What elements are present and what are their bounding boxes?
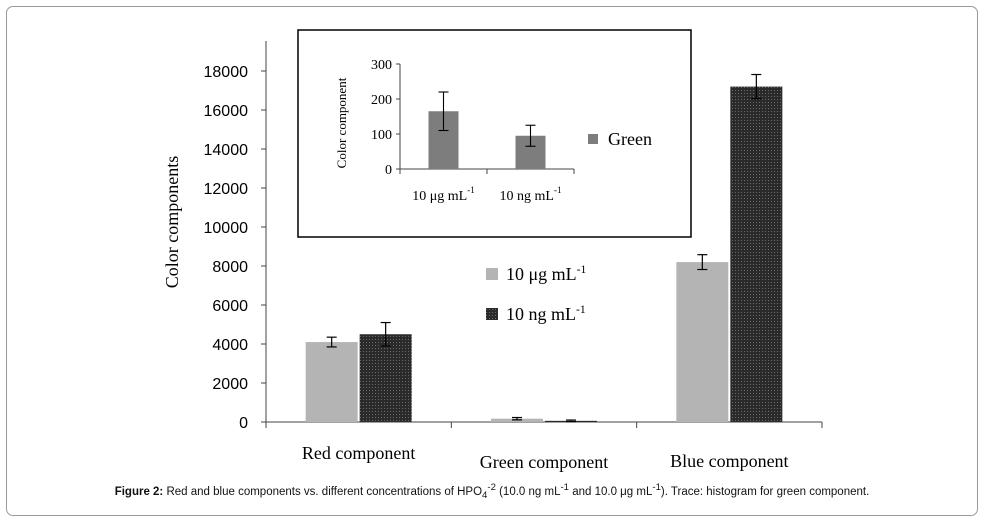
y-tick-label: 12000 (204, 181, 249, 198)
inset-y-tick-label: 200 (371, 93, 392, 108)
legend-label: 10 ng mL-1 (506, 303, 586, 324)
inset-y-axis-title: Color component (334, 77, 349, 168)
y-tick-label: 8000 (212, 259, 248, 276)
legend-swatch (486, 268, 498, 280)
caption-sup: -2 (487, 482, 496, 493)
caption-sup2: -1 (560, 482, 570, 493)
y-tick-label: 0 (239, 415, 248, 432)
inset-y-tick-label: 0 (385, 163, 392, 178)
x-category-label: Green component (480, 452, 608, 472)
inset-legend-label: Green (608, 129, 652, 149)
y-tick-label: 10000 (204, 220, 249, 237)
x-category-label: Blue component (670, 451, 788, 471)
bar-ug (676, 262, 729, 422)
inset-legend-swatch (588, 134, 598, 144)
x-category-label: Red component (302, 443, 415, 463)
y-tick-label: 2000 (212, 376, 248, 393)
bar-ng (359, 334, 412, 422)
bar-ug (305, 342, 358, 422)
inset-y-tick-label: 300 (371, 58, 392, 73)
inset-y-tick-label: 100 (371, 128, 392, 143)
legend-swatch (486, 308, 498, 320)
figure-caption: Figure 2: Red and blue components vs. di… (0, 482, 984, 501)
inset-x-category-label: 10 μg mL-1 (412, 185, 475, 204)
y-tick-label: 14000 (204, 142, 249, 159)
caption-text-after: ). Trace: histogram for green component. (660, 485, 870, 498)
caption-sub: 4 (482, 490, 488, 502)
caption-sup3: -1 (652, 482, 661, 493)
caption-text-middle: (10.0 ng mL (495, 485, 561, 498)
bar-ng (730, 86, 783, 422)
y-axis-title: Color components (162, 156, 182, 289)
y-tick-label: 18000 (204, 64, 249, 81)
caption-text-and: and 10.0 μg mL (569, 485, 653, 498)
y-tick-label: 6000 (212, 298, 248, 315)
caption-label: Figure 2: (114, 485, 164, 498)
y-tick-label: 4000 (212, 337, 248, 354)
legend-label: 10 μg mL-1 (506, 263, 587, 284)
y-tick-label: 16000 (204, 103, 249, 120)
caption-text-before: Red and blue components vs. different co… (163, 485, 483, 498)
inset-x-category-label: 10 ng mL-1 (499, 185, 561, 204)
inset-frame (297, 29, 692, 238)
